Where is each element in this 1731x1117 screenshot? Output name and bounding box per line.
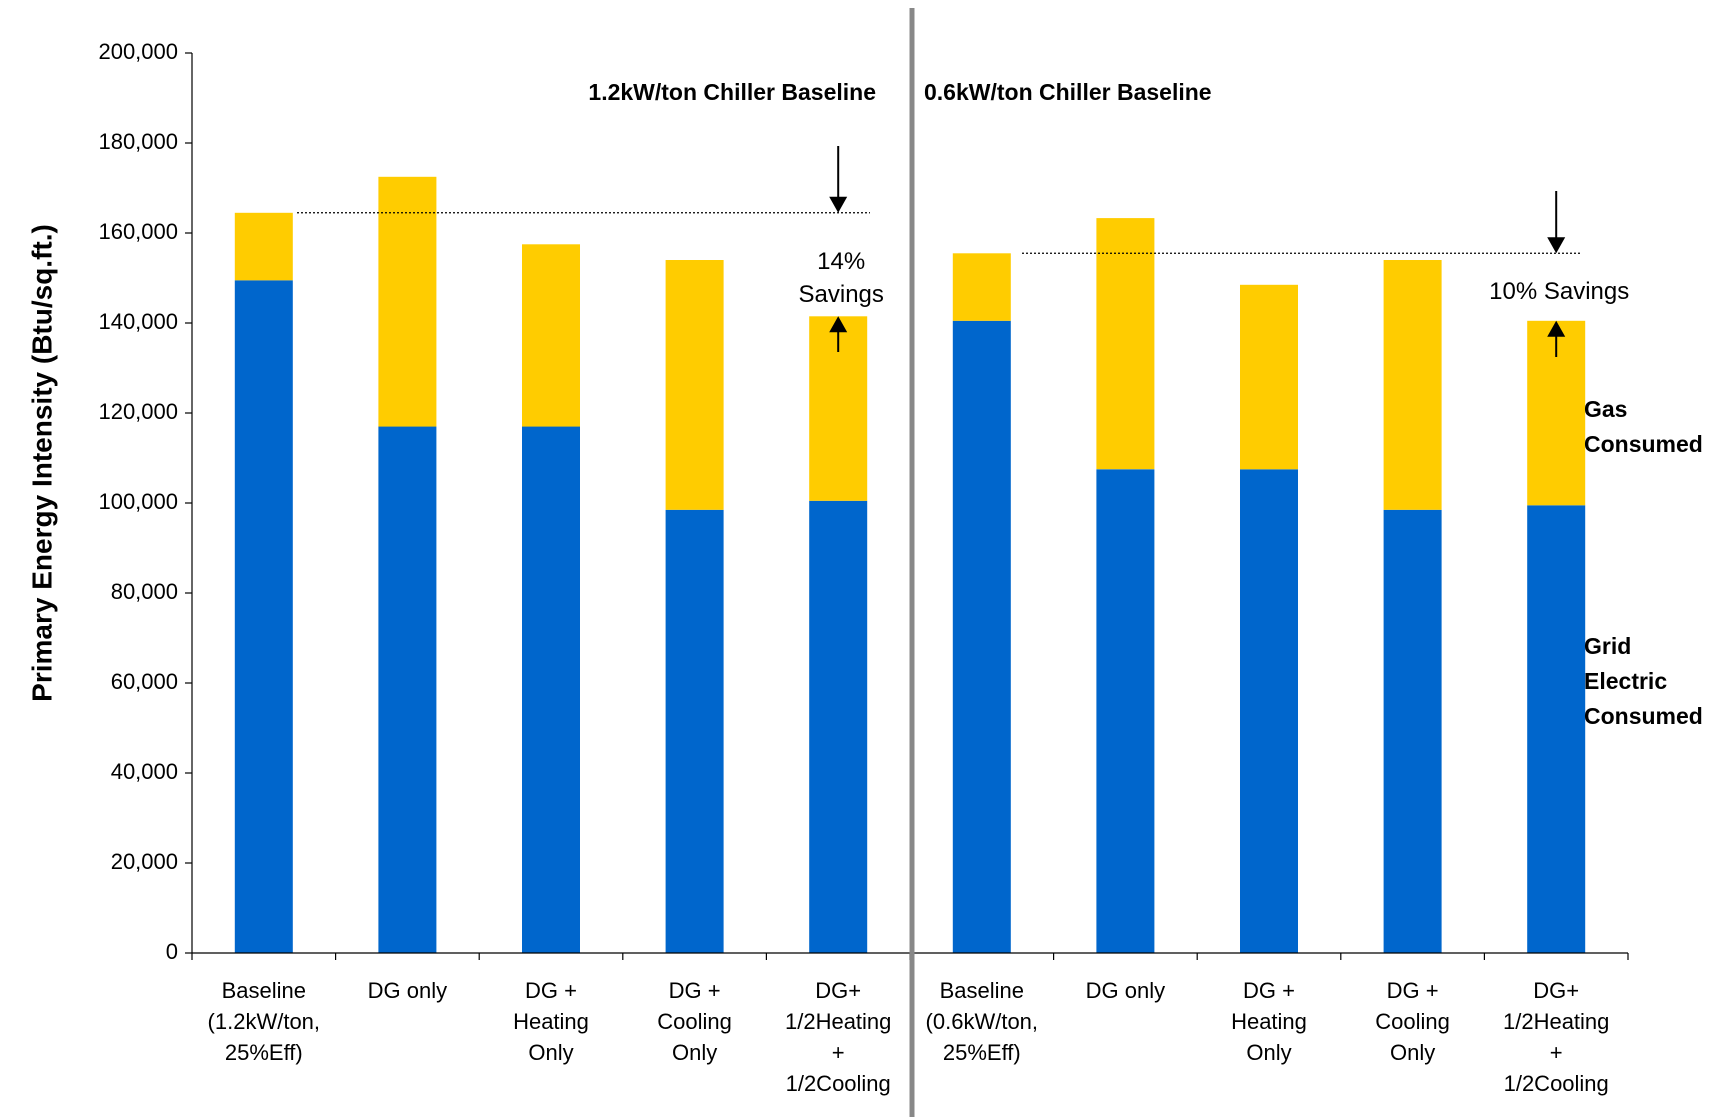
category-label: (1.2kW/ton, (208, 1009, 320, 1034)
bar-grid-electric (1527, 505, 1586, 954)
bar-gas (952, 253, 1011, 321)
category-label: Only (528, 1040, 573, 1065)
category-label: 25%Eff) (943, 1040, 1021, 1065)
category-label: DG + (1387, 978, 1439, 1003)
bar-gas (1240, 284, 1298, 470)
bar-gas (522, 244, 580, 427)
category-label: DG only (368, 978, 447, 1003)
savings-label: 14% (817, 248, 865, 275)
bar-gas (1096, 218, 1155, 470)
category-label: Baseline (222, 978, 306, 1003)
panel-title-left: 1.2kW/ton Chiller Baseline (588, 79, 876, 105)
y-tick-label: 0 (166, 939, 178, 964)
category-label: 1/2Heating (1503, 1009, 1609, 1034)
y-tick-label: 20,000 (111, 849, 178, 874)
y-tick-label: 80,000 (111, 579, 178, 604)
bar-grid-electric (665, 509, 724, 954)
bar-grid-electric (952, 320, 1011, 954)
category-label: DG + (669, 978, 721, 1003)
category-label: Only (1390, 1040, 1435, 1065)
bar-grid-electric (1240, 469, 1298, 954)
savings-arrow-down-head (1547, 237, 1566, 254)
category-label: Baseline (940, 978, 1024, 1003)
category-label: Heating (1231, 1009, 1307, 1034)
y-tick-label: 140,000 (98, 309, 178, 334)
category-label: 1/2Heating (785, 1009, 891, 1034)
panel-title-right: 0.6kW/ton Chiller Baseline (924, 79, 1212, 105)
y-tick-label: 120,000 (98, 399, 178, 424)
category-label: Cooling (1375, 1009, 1450, 1034)
category-label: Only (1246, 1040, 1291, 1065)
legend-gas-label: Gas (1584, 396, 1627, 422)
bar-grid-electric (809, 500, 868, 953)
legend-grid-label: Electric (1584, 668, 1667, 694)
savings-arrow-up-head (1547, 320, 1566, 337)
savings-label: 10% Savings (1489, 278, 1629, 305)
y-tick-label: 160,000 (98, 219, 178, 244)
category-label: DG + (525, 978, 577, 1003)
category-label: 1/2Cooling (1504, 1071, 1609, 1096)
legend-grid-label: Consumed (1584, 703, 1703, 729)
y-tick-label: 40,000 (111, 759, 178, 784)
category-label: Cooling (657, 1009, 732, 1034)
savings-arrow-up-head (829, 316, 848, 333)
savings-label: Savings (799, 281, 884, 308)
category-label: DG only (1086, 978, 1165, 1003)
bars-group (234, 176, 1586, 954)
bar-grid-electric (378, 426, 437, 953)
annotations-group: 1.2kW/ton Chiller Baseline 0.6kW/ton Chil… (297, 79, 1703, 729)
bar-gas (378, 176, 437, 427)
y-tick-label: 60,000 (111, 669, 178, 694)
y-tick-label: 180,000 (98, 129, 178, 154)
category-label: DG+ (815, 978, 861, 1003)
bar-grid-electric (1096, 469, 1155, 954)
category-label: Heating (513, 1009, 589, 1034)
bar-grid-electric (522, 426, 580, 953)
category-label: 1/2Cooling (786, 1071, 891, 1096)
category-label: DG+ (1533, 978, 1579, 1003)
bar-gas (1383, 260, 1442, 510)
y-tick-label: 200,000 (98, 39, 178, 64)
category-label: + (1550, 1040, 1563, 1065)
category-label: + (832, 1040, 845, 1065)
category-label: Only (672, 1040, 717, 1065)
category-label: (0.6kW/ton, (926, 1009, 1038, 1034)
axes-group: 0 20,000 40,000 60,000 80,000 100,000 120,000 1… (98, 8, 1629, 1117)
y-axis-label: Primary Energy Intensity (Btu/sq.ft.) (26, 224, 57, 702)
legend-grid-label: Grid (1584, 633, 1631, 659)
bar-grid-electric (234, 280, 293, 954)
bar-grid-electric (1383, 509, 1442, 954)
y-tick-label: 100,000 (98, 489, 178, 514)
bar-gas (234, 212, 293, 281)
category-label: DG + (1243, 978, 1295, 1003)
legend-gas-label: Consumed (1584, 431, 1703, 457)
category-label: 25%Eff) (225, 1040, 303, 1065)
savings-arrow-down-head (829, 196, 848, 213)
bar-gas (665, 260, 724, 510)
